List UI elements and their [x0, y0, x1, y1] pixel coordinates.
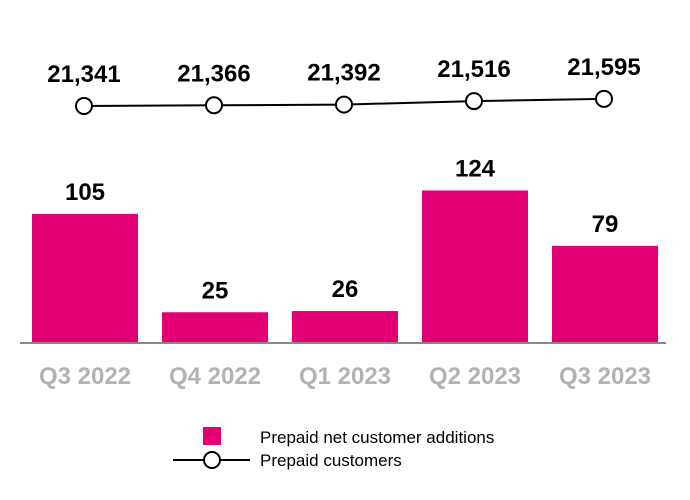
legend-bar-label: Prepaid net customer additions — [260, 428, 494, 447]
line-point — [595, 89, 613, 108]
legend: Prepaid net customer additions Prepaid c… — [173, 427, 494, 470]
line-point — [205, 96, 223, 115]
line-value-label: 21,516 — [437, 56, 510, 83]
bar-value-label: 79 — [592, 211, 619, 238]
category-label: Q3 2023 — [559, 363, 651, 390]
bar-value-label: 26 — [332, 276, 359, 303]
bar — [162, 312, 268, 343]
category-label: Q2 2023 — [429, 363, 521, 390]
legend-line-marker — [203, 451, 221, 469]
category-label: Q1 2023 — [299, 363, 391, 390]
bar-value-label: 25 — [202, 277, 229, 304]
legend-bar-swatch — [203, 427, 221, 445]
line-value-label: 21,366 — [177, 60, 250, 87]
line-point — [465, 92, 483, 111]
line-value-label: 21,595 — [567, 54, 640, 81]
category-label: Q4 2022 — [169, 363, 261, 390]
bar — [422, 190, 528, 343]
bar — [32, 213, 138, 343]
bar-value-label: 124 — [455, 155, 496, 182]
legend-line-label: Prepaid customers — [260, 451, 402, 470]
bar — [552, 245, 658, 343]
category-label: Q3 2022 — [39, 363, 131, 390]
line-value-label: 21,341 — [47, 61, 120, 88]
bar — [292, 311, 398, 343]
bar-value-label: 105 — [65, 179, 105, 206]
line-point — [335, 95, 353, 114]
line-point — [75, 97, 93, 115]
line-value-label: 21,392 — [307, 60, 380, 87]
